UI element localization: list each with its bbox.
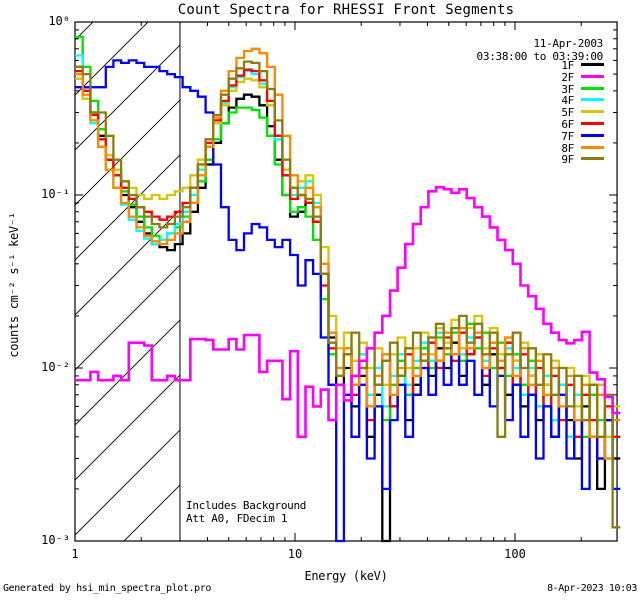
legend-item-4F: 4F (534, 94, 604, 108)
legend-item-2F: 2F (534, 70, 604, 84)
legend-color-swatch (581, 122, 604, 125)
legend-color-swatch (581, 63, 604, 66)
legend-item-3F: 3F (534, 82, 604, 96)
legend-color-swatch (581, 86, 604, 90)
spectra-curves (75, 35, 621, 543)
x-tick-label: 10 (287, 547, 303, 561)
legend-color-swatch (581, 98, 604, 102)
y-tick-label: 10⁻¹ (41, 187, 70, 201)
x-axis-label: Energy (keV) (304, 569, 388, 583)
x-tick-label: 100 (504, 547, 526, 561)
annotation-attenuator-state: Att A0, FDecim 1 (186, 512, 288, 525)
footer-generated-by: Generated by hsi_min_spectra_plot.pro (3, 583, 211, 594)
legend-item-7F: 7F (534, 129, 604, 143)
legend-label: 1F (561, 59, 574, 72)
legend-label: 3F (561, 82, 574, 96)
time-range-label: 03:38:00 to 03:39:00 (476, 50, 604, 63)
legend-item-9F: 9F (534, 153, 604, 167)
legend-color-swatch (581, 157, 604, 161)
x-tick-label: 1 (71, 547, 79, 561)
legend-label: 4F (561, 94, 574, 108)
spectrum-curve-9F (75, 60, 621, 529)
legend-label: 8F (561, 141, 574, 155)
legend-label: 7F (561, 129, 574, 143)
legend-color-swatch (581, 133, 604, 137)
legend-item-8F: 8F (534, 141, 604, 155)
legend-color-swatch (581, 110, 604, 114)
y-tick-label: 10⁰ (48, 14, 70, 28)
spectrum-curve-2F (75, 185, 621, 439)
legend-item-1F: 1F (534, 59, 604, 72)
hatch-region (75, 22, 180, 541)
spectrum-curve-7F (75, 59, 621, 543)
y-tick-label: 10⁻² (41, 360, 70, 374)
legend-label: 2F (561, 70, 574, 84)
y-axis-label: counts cm⁻² s⁻¹ keV⁻¹ (7, 212, 21, 358)
plot-title: Count Spectra for RHESSI Front Segments (177, 2, 515, 18)
legend-label: 6F (561, 118, 574, 131)
observation-date-label: 11-Apr-2003 (533, 37, 603, 50)
legend-color-swatch (581, 74, 604, 78)
legend-label: 5F (561, 106, 574, 120)
legend-color-swatch (581, 145, 604, 149)
legend-item-6F: 6F (534, 118, 604, 131)
plot-frame (74, 21, 618, 542)
annotation-includes-background: Includes Background (186, 499, 307, 512)
legend-item-5F: 5F (534, 106, 604, 120)
legend-label: 9F (561, 153, 574, 167)
footer-render-timestamp: 8-Apr-2023 10:03 (547, 583, 637, 594)
y-tick-label: 10⁻³ (41, 533, 70, 547)
